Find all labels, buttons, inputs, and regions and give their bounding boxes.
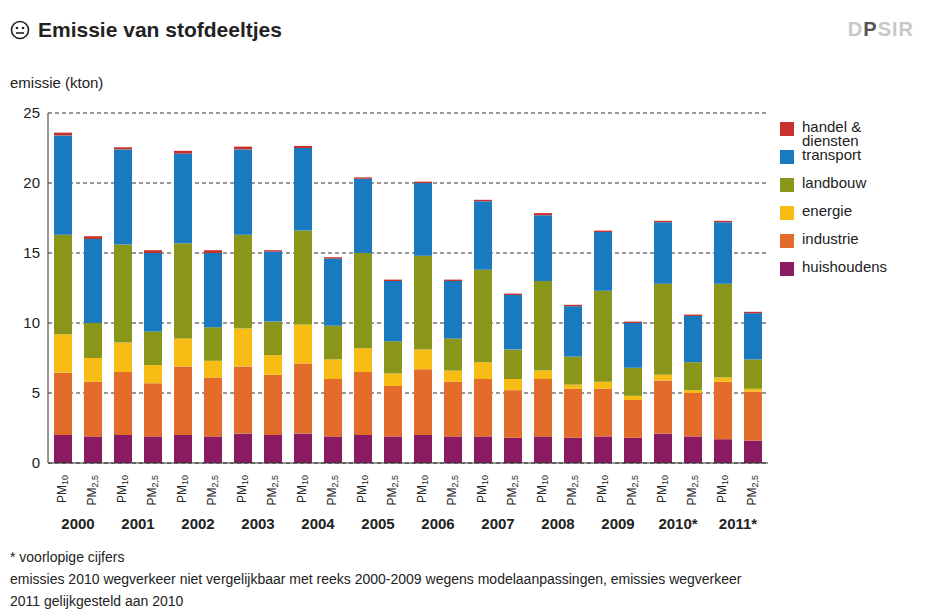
html-text:transport: transport: [802, 146, 862, 163]
html-text:2011 gelijkgesteld aan 2010: 2011 gelijkgesteld aan 2010: [10, 593, 184, 609]
html-text:emissies 2010 wegverkeer niet: emissies 2010 wegverkeer niet vergelijkb…: [10, 571, 742, 587]
svg-text:PM2,5: PM2,5: [625, 475, 640, 506]
svg-text:2005: 2005: [361, 515, 394, 532]
svg-text:2011*: 2011*: [719, 515, 758, 532]
svg-text:2007: 2007: [481, 515, 514, 532]
svg-text:PM10: PM10: [115, 475, 130, 503]
svg-text:PM10: PM10: [355, 475, 370, 503]
svg-text:PM10: PM10: [715, 475, 730, 503]
svg-text:2009: 2009: [601, 515, 634, 532]
svg-text:PM2,5: PM2,5: [505, 475, 520, 506]
svg-text:20: 20: [23, 174, 40, 191]
svg-text:PM10: PM10: [535, 475, 550, 503]
html-text:emissie (kton): emissie (kton): [10, 74, 104, 91]
svg-text:PM10: PM10: [415, 475, 430, 503]
svg-text:25: 25: [23, 104, 40, 121]
svg-text:2010*: 2010*: [658, 515, 697, 532]
svg-text:PM2,5: PM2,5: [325, 475, 340, 506]
svg-text:2002: 2002: [181, 515, 214, 532]
svg-text:PM2,5: PM2,5: [445, 475, 460, 506]
html-text:handel & diensten: handel & diensten: [802, 118, 862, 149]
svg-text:PM2,5: PM2,5: [265, 475, 280, 506]
svg-text:PM2,5: PM2,5: [685, 475, 700, 506]
svg-text:PM10: PM10: [475, 475, 490, 503]
svg-text:15: 15: [23, 244, 40, 261]
svg-text:PM10: PM10: [235, 475, 250, 503]
svg-text:PM2,5: PM2,5: [145, 475, 160, 506]
svg-text:PM10: PM10: [175, 475, 190, 503]
html-text:huishoudens: huishoudens: [802, 258, 888, 275]
html-text:landbouw: landbouw: [802, 174, 867, 191]
svg-text:PM10: PM10: [655, 475, 670, 503]
svg-text:PM2,5: PM2,5: [565, 475, 580, 506]
html-text:Emissie van stofdeeltjes: Emissie van stofdeeltjes: [38, 18, 282, 41]
svg-text:5: 5: [32, 384, 40, 401]
svg-text:PM10: PM10: [55, 475, 70, 503]
svg-text:PM2,5: PM2,5: [205, 475, 220, 506]
svg-text:2006: 2006: [421, 515, 454, 532]
html-text:D P S I R: D P S I R: [847, 18, 914, 40]
svg-text:PM2,5: PM2,5: [85, 475, 100, 506]
svg-text:0: 0: [32, 454, 40, 471]
svg-text:PM2,5: PM2,5: [385, 475, 400, 506]
svg-text:2004: 2004: [301, 515, 335, 532]
svg-text:2001: 2001: [121, 515, 154, 532]
html-text:energie: energie: [802, 202, 852, 219]
svg-text:2000: 2000: [61, 515, 94, 532]
svg-text:2008: 2008: [541, 515, 574, 532]
svg-text:10: 10: [23, 314, 40, 331]
svg-text:PM10: PM10: [295, 475, 310, 503]
svg-text:PM10: PM10: [595, 475, 610, 503]
svg-text:PM2,5: PM2,5: [745, 475, 760, 506]
svg-text:2003: 2003: [241, 515, 274, 532]
html-text:* voorlopige cijfers: * voorlopige cijfers: [10, 549, 125, 565]
html-text:industrie: industrie: [802, 230, 859, 247]
